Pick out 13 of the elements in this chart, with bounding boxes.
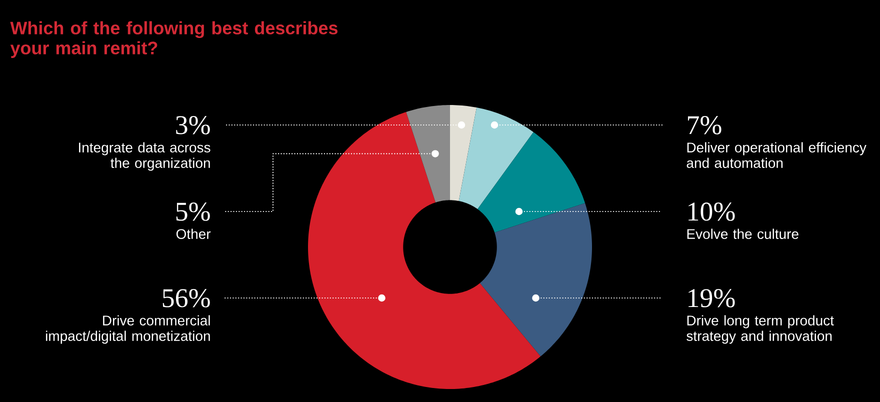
data-label: 3% [176,116,210,134]
data-label: 19% [688,289,735,308]
slice-label: Drive commercial impact/digital monetization [46,315,210,344]
slice-label: Deliver operational efficiency and automation [686,142,866,168]
slice-label: Other [176,228,211,239]
slice-label: Evolve the culture [687,228,798,239]
slice-label: Drive long term product strategy and innovation [686,315,834,344]
data-label: 5% [176,202,210,221]
data-label: 56% [162,289,210,308]
data-label: 10% [688,202,735,221]
data-label: 7% [688,116,722,134]
chart-title: Which of the following best describes your main remit? [10,21,338,58]
slice-label: Integrate data across the organization [79,142,210,171]
